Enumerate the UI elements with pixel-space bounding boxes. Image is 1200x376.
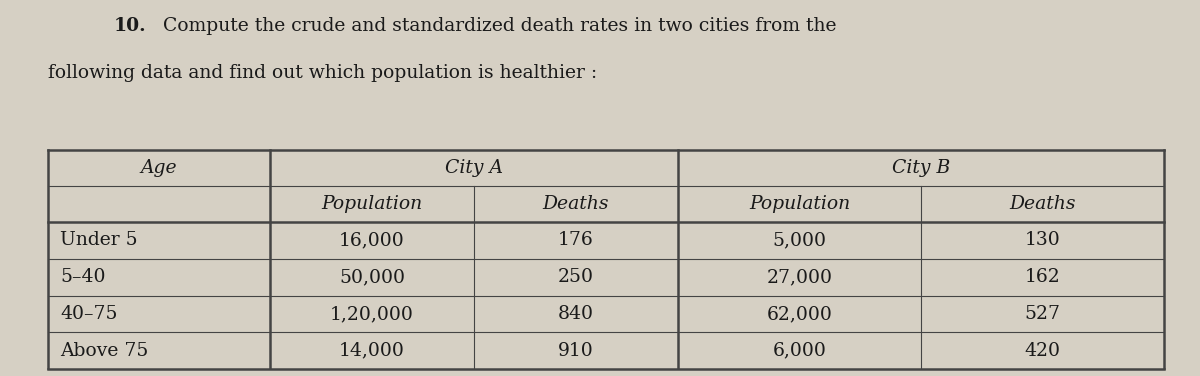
Text: Population: Population	[322, 195, 422, 213]
Text: 162: 162	[1025, 268, 1061, 286]
Text: 62,000: 62,000	[767, 305, 833, 323]
Text: Under 5: Under 5	[60, 231, 138, 249]
Text: City A: City A	[445, 159, 503, 177]
Text: 5,000: 5,000	[773, 231, 827, 249]
Text: 5–40: 5–40	[60, 268, 106, 286]
Text: 40–75: 40–75	[60, 305, 118, 323]
Text: 16,000: 16,000	[340, 231, 404, 249]
Text: 840: 840	[558, 305, 594, 323]
Text: Above 75: Above 75	[60, 342, 149, 360]
Text: 130: 130	[1025, 231, 1061, 249]
Text: Age: Age	[140, 159, 178, 177]
Text: following data and find out which population is healthier :: following data and find out which popula…	[48, 64, 598, 82]
Text: City B: City B	[892, 159, 950, 177]
Text: 250: 250	[558, 268, 594, 286]
Text: 420: 420	[1025, 342, 1061, 360]
Text: 10.: 10.	[114, 17, 146, 35]
Text: 6,000: 6,000	[773, 342, 827, 360]
Text: 910: 910	[558, 342, 594, 360]
Text: Population: Population	[749, 195, 850, 213]
Text: Deaths: Deaths	[1009, 195, 1075, 213]
Text: 14,000: 14,000	[340, 342, 404, 360]
Text: 176: 176	[558, 231, 594, 249]
Text: Deaths: Deaths	[542, 195, 610, 213]
Text: Compute the crude and standardized death rates in two cities from the: Compute the crude and standardized death…	[157, 17, 836, 35]
Text: 527: 527	[1025, 305, 1061, 323]
Text: 27,000: 27,000	[767, 268, 833, 286]
Text: 1,20,000: 1,20,000	[330, 305, 414, 323]
Text: 50,000: 50,000	[340, 268, 406, 286]
